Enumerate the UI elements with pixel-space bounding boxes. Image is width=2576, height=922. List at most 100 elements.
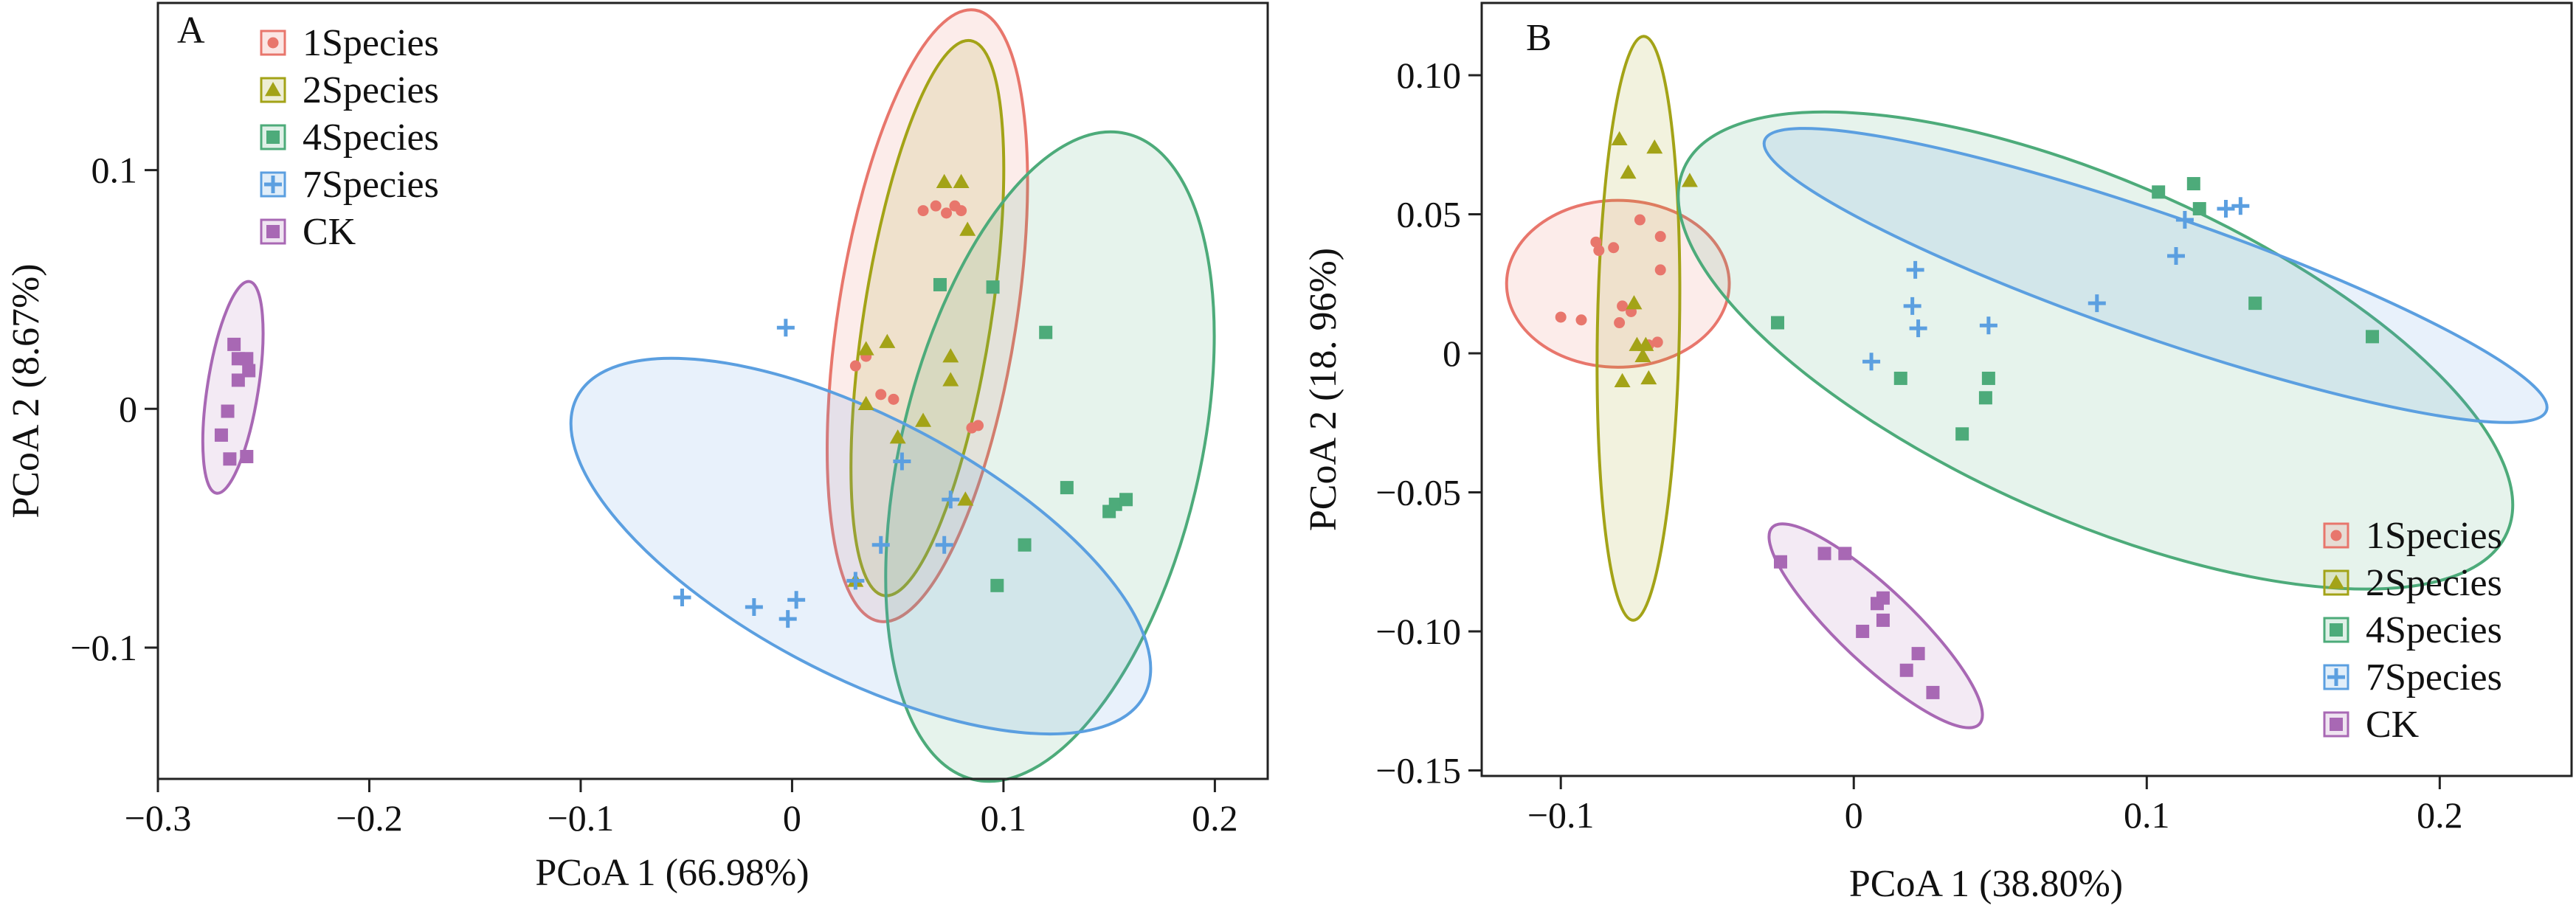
point-2species bbox=[1634, 347, 1651, 363]
point-7species bbox=[893, 452, 911, 471]
point-1species bbox=[930, 200, 942, 212]
x-tick-label: 0 bbox=[783, 797, 801, 839]
ellipse-ck bbox=[1767, 522, 1984, 729]
ellipse-7species bbox=[1762, 127, 2549, 424]
legend-marker-2species bbox=[265, 82, 281, 97]
legend: 1Species 2Species 4Species 7Species CK bbox=[2323, 515, 2502, 746]
plot-frame bbox=[1480, 1, 2573, 777]
point-2species bbox=[1681, 173, 1698, 187]
x-tick-label: 0.1 bbox=[2124, 794, 2170, 836]
point-7species bbox=[2217, 199, 2235, 218]
point-7species bbox=[1909, 319, 1927, 338]
point-7species bbox=[2231, 197, 2250, 215]
point-7species bbox=[787, 591, 806, 609]
point-7species bbox=[778, 610, 797, 628]
point-1species bbox=[1590, 236, 1602, 248]
point-2species bbox=[915, 412, 932, 427]
point-1species bbox=[956, 205, 967, 217]
legend-label: 1Species bbox=[303, 22, 439, 64]
point-ck bbox=[1899, 663, 1913, 677]
point-ck bbox=[1773, 555, 1787, 569]
series-1species bbox=[849, 200, 984, 434]
point-2species bbox=[942, 372, 959, 387]
point-7species bbox=[1906, 260, 1924, 279]
point-2species bbox=[953, 173, 970, 189]
ellipse-layer bbox=[201, 8, 1216, 783]
point-ck bbox=[1911, 647, 1925, 661]
point-7species bbox=[745, 597, 763, 616]
point-7species bbox=[935, 535, 953, 554]
point-7species bbox=[673, 588, 691, 606]
point-1species bbox=[849, 360, 861, 372]
point-1species bbox=[1617, 300, 1629, 312]
point-2species bbox=[1640, 370, 1657, 385]
point-1species bbox=[1575, 314, 1587, 326]
legend-label: 7Species bbox=[303, 164, 439, 206]
point-ck bbox=[1876, 613, 1890, 627]
point-4species bbox=[2152, 185, 2166, 199]
point-4species bbox=[990, 578, 1004, 592]
point-2species bbox=[1637, 336, 1654, 351]
legend-marker-ck bbox=[2330, 718, 2343, 731]
point-7species bbox=[2088, 294, 2106, 313]
point-7species bbox=[1979, 316, 1997, 335]
point-ck bbox=[1817, 547, 1831, 561]
x-tick-label: 0 bbox=[1845, 794, 1863, 836]
point-4species bbox=[1771, 316, 1785, 330]
x-axis-label: PCoA 1 (66.98%) bbox=[535, 852, 809, 894]
point-4species bbox=[1018, 538, 1032, 552]
point-4species bbox=[1119, 493, 1133, 507]
point-ck bbox=[1876, 591, 1890, 605]
point-2species bbox=[957, 491, 974, 506]
panel-a: −0.3 −0.2 −0.1 0 0.1 0.2 −0.1 0 0.1 PCoA 1 (66.98… bbox=[5, 1, 1269, 894]
point-7species bbox=[1862, 353, 1881, 371]
x-tick-label: 0.1 bbox=[981, 797, 1027, 839]
legend-label: 2Species bbox=[2366, 562, 2502, 604]
x-tick-label: 0.2 bbox=[1192, 797, 1238, 839]
y-tick-label: 0.05 bbox=[1397, 194, 1462, 235]
point-4species bbox=[2186, 177, 2200, 191]
point-1species bbox=[1651, 336, 1663, 348]
point-4species bbox=[1981, 371, 1995, 385]
point-1species bbox=[1614, 317, 1626, 329]
point-4species bbox=[1039, 325, 1053, 339]
point-2species bbox=[889, 429, 906, 444]
point-1species bbox=[973, 420, 984, 431]
x-axis-label: PCoA 1 (38.80%) bbox=[1849, 863, 2123, 905]
legend-label: 1Species bbox=[2366, 515, 2502, 557]
legend-marker-1species bbox=[267, 37, 279, 49]
legend-marker-7species bbox=[264, 176, 282, 193]
y-tick-label: 0.10 bbox=[1397, 55, 1462, 96]
panel-b: −0.1 0 0.1 0.2−0.15−0.10−0.0500.050.10PCoA … bbox=[1302, 1, 2573, 905]
ellipse-7species bbox=[569, 356, 1153, 736]
legend-label: 7Species bbox=[2366, 656, 2502, 699]
point-ck bbox=[214, 428, 228, 442]
ellipse-2species bbox=[849, 38, 1006, 597]
x-tick-label: −0.1 bbox=[548, 797, 615, 839]
point-ck bbox=[1838, 547, 1852, 561]
point-1species bbox=[1593, 245, 1605, 257]
legend-marker-4species bbox=[2330, 623, 2343, 637]
point-4species bbox=[1955, 427, 1969, 441]
point-4species bbox=[1893, 371, 1907, 385]
panel-letter: B bbox=[1526, 17, 1552, 59]
point-4species bbox=[986, 280, 1000, 294]
y-axis-label: PCoA 2 (18. 96%) bbox=[1302, 248, 1344, 531]
x-tick-label: −0.1 bbox=[1527, 794, 1595, 836]
point-1species bbox=[1654, 231, 1666, 243]
legend-label: 4Species bbox=[303, 117, 439, 159]
legend-marker-ck bbox=[266, 225, 280, 238]
point-ck bbox=[240, 352, 254, 366]
y-tick-label: −0.1 bbox=[70, 627, 137, 668]
point-ck bbox=[1856, 624, 1870, 638]
y-tick-label: −0.05 bbox=[1375, 471, 1461, 513]
point-2species bbox=[942, 348, 959, 363]
point-2species bbox=[1614, 372, 1631, 387]
legend-label: CK bbox=[303, 211, 356, 253]
point-ck bbox=[242, 364, 256, 378]
series-7species bbox=[673, 319, 960, 628]
legend: 1Species 2Species 4Species 7Species CK bbox=[260, 22, 439, 253]
point-4species bbox=[2192, 201, 2206, 215]
point-ck bbox=[231, 373, 245, 387]
ellipse-1species bbox=[826, 8, 1029, 623]
